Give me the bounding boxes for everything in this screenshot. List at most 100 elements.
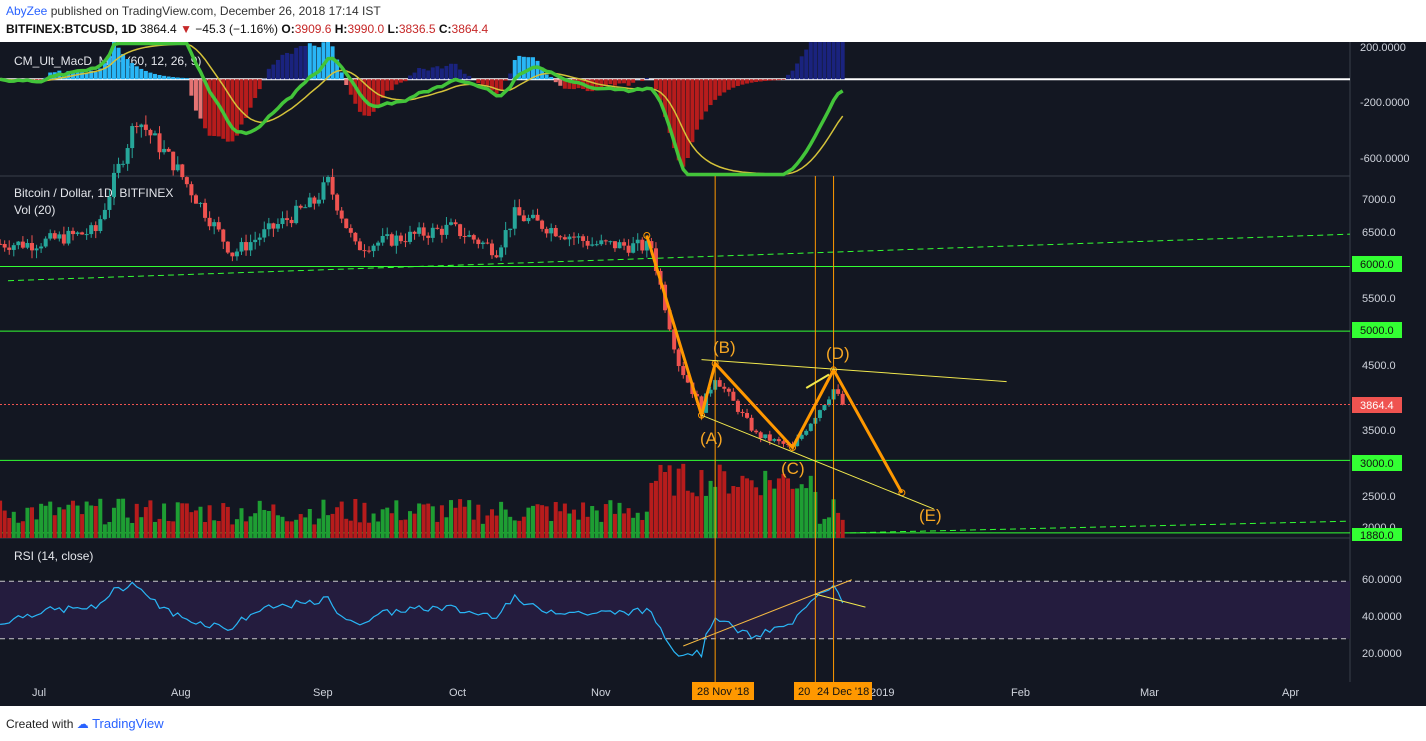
macd-histogram-bar [590,79,595,92]
candle-body [485,242,490,244]
candle-body [426,235,431,238]
volume-bar [312,524,317,538]
volume-bar [257,500,262,538]
volume-bar [225,506,230,538]
month-label: Feb [1011,687,1030,699]
volume-bar [7,517,12,538]
volume-label: Vol (20) [14,203,55,217]
macd-histogram-bar [408,75,413,80]
date-tag-bg [692,682,754,700]
macd-histogram-bar [708,79,713,106]
candle-body [540,220,545,229]
volume-bar [30,507,34,538]
volume-bar [699,470,704,538]
volume-bar [694,496,699,538]
macd-histogram-bar [731,79,736,88]
macd-histogram-bar [713,79,718,100]
volume-bar [130,522,135,538]
volume-bar [171,521,176,538]
volume-bar [508,516,513,538]
candle-body [726,388,731,392]
macd-histogram-bar [453,63,458,80]
candle-body [394,235,399,246]
volume-bar [503,509,508,538]
macd-histogram-bar [622,79,627,84]
volume-bar [271,504,276,538]
candle-body [808,423,813,431]
macd-histogram-bar [257,79,262,90]
candle-body [444,224,449,235]
tradingview-logo-icon[interactable]: ☁ [76,717,89,731]
volume-bar [836,512,841,538]
publisher-line: AbyZee published on TradingView.com, Dec… [6,4,381,18]
candle-body [148,129,153,136]
wave-label-b: (B) [713,338,736,357]
macd-histogram-bar [166,76,171,80]
price-tick: 2500.0 [1362,491,1396,503]
candle-body [530,214,535,218]
candle-body [667,310,672,330]
volume-bar [626,508,631,538]
volume-bar [57,507,62,538]
candle-body [408,231,413,242]
volume-bar [485,515,490,538]
support-tag-bg [1352,256,1402,272]
volume-bar [285,521,290,538]
month-label: Nov [591,687,611,699]
candle-body [7,247,12,250]
wedge-upper-line [701,359,1007,383]
candle-body [111,172,116,197]
candle-body [635,239,640,244]
macd-histogram-bar [699,79,704,120]
macd-histogram-bar [130,63,135,80]
volume-bar [489,509,494,538]
macd-histogram-bar [376,79,381,107]
candle-body [562,237,567,240]
tradingview-brand[interactable]: TradingView [92,716,164,731]
macd-histogram-bar [517,55,522,80]
candle-body [745,413,750,418]
candle-body [25,243,30,248]
candle-body [326,177,331,183]
volume-bar [330,513,335,538]
candle-body [617,242,622,249]
candle-body [285,218,290,220]
volume-bar [212,520,217,538]
candle-body [731,391,736,401]
candle-body [763,434,768,439]
macd-histogram-bar [321,42,326,80]
support-tag-bg [1352,455,1402,471]
price-tick: 6500.0 [1362,227,1396,239]
volume-bar [193,510,198,538]
date-tag-28nov: 28 Nov '18 [692,682,754,700]
volume-bar [667,465,672,538]
volume-bar [335,507,340,538]
macd-histogram-bar [335,59,340,80]
macd-histogram-bar [494,79,499,94]
candle-body [116,163,121,173]
macd-histogram-bar [685,79,690,159]
macd-histogram-bar [690,79,695,143]
chart-canvas[interactable]: CM_Ult_MacD_MTF (60, 12, 26, 9) 200.0000… [0,42,1426,706]
author-link[interactable]: AbyZee [6,4,48,18]
volume-bar [571,509,576,538]
candle-body [184,177,189,185]
volume-bar [61,509,66,538]
month-label: Jul [32,687,46,699]
macd-histogram-bar [116,47,121,80]
volume-bar [207,505,212,538]
wave-label-d: (D) [826,344,850,363]
macd-histogram-bar [754,79,759,82]
volume-bar [148,500,153,538]
volume-bar [34,519,39,538]
macd-histogram-bar [143,70,148,80]
volume-bar [367,522,372,538]
elliott-wave-labels: (A) (B) (C) (D) (E) [700,338,942,525]
volume-bar [152,521,157,538]
macd-histogram-bar [435,66,440,80]
volume-bar [417,503,422,538]
candle-body [827,399,832,406]
candle-body [248,242,253,251]
month-label: Aug [171,687,191,699]
volume-bar [111,507,116,538]
